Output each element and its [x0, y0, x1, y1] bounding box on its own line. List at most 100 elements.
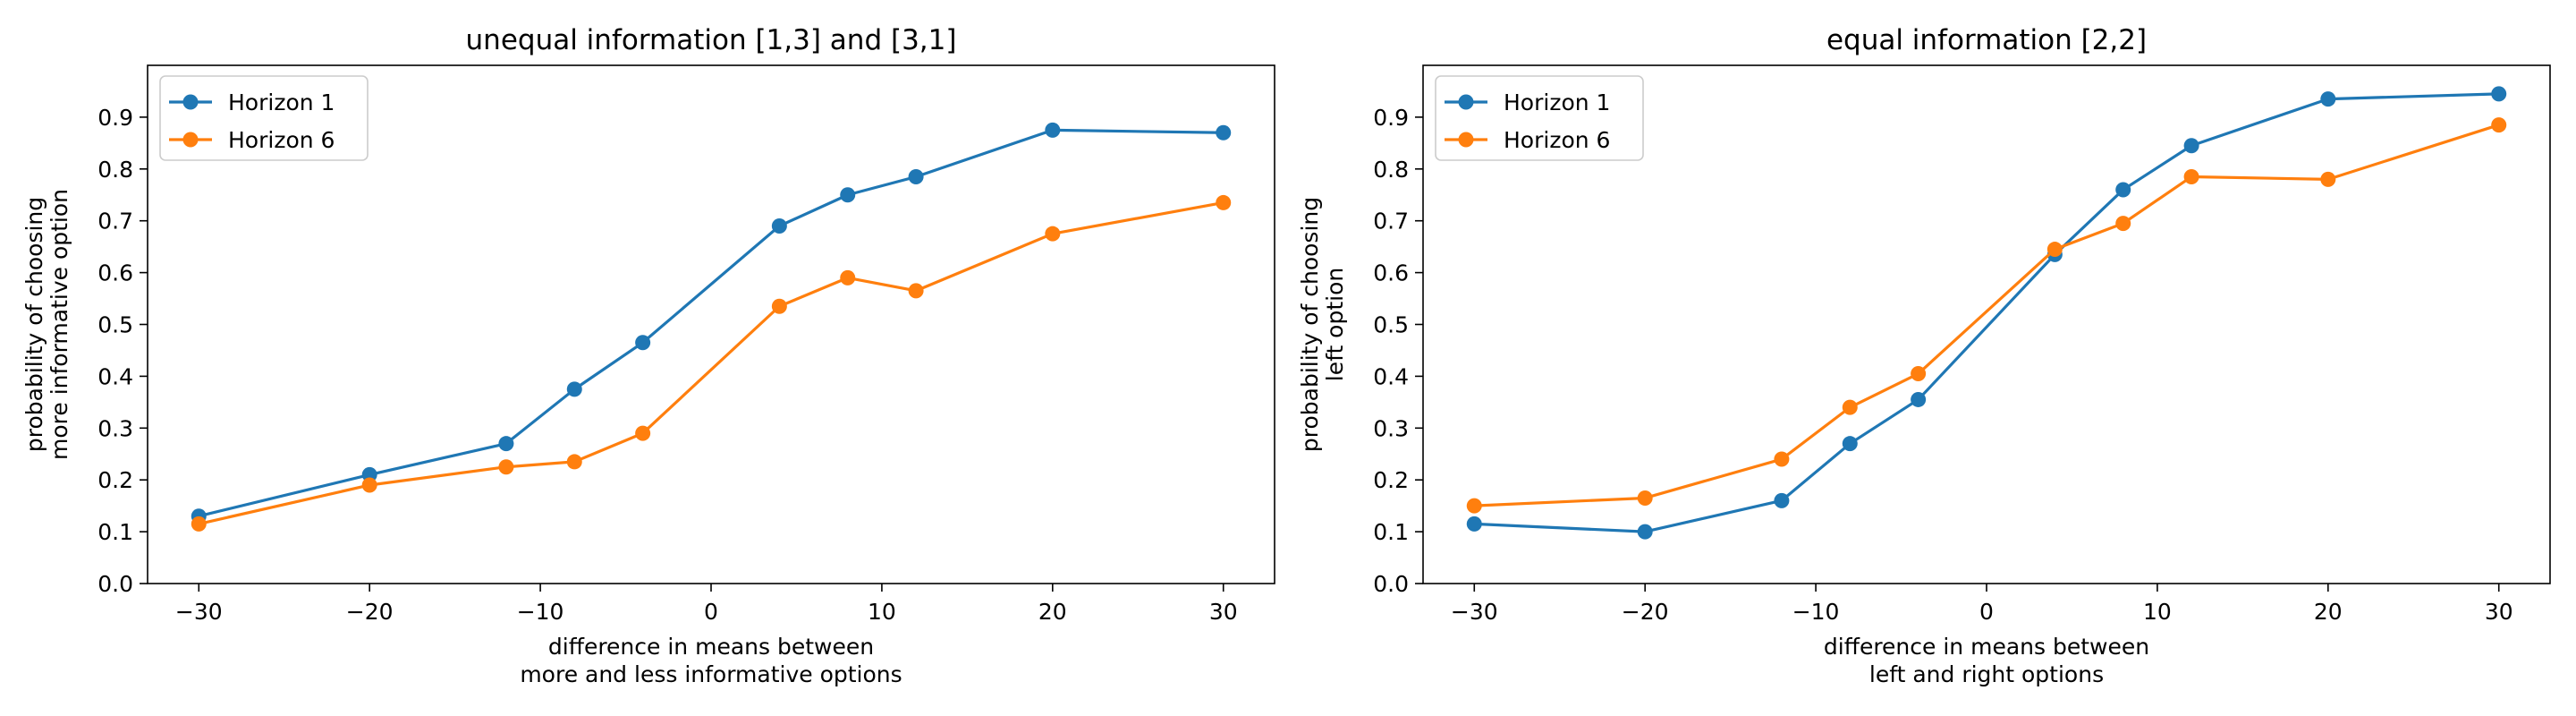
y-tick-label: 0.2 — [1373, 467, 1409, 493]
data-point — [2320, 171, 2336, 187]
series-line — [1474, 92, 2499, 533]
data-point — [771, 217, 787, 234]
y-tick-label: 0.6 — [1373, 260, 1409, 286]
data-point — [361, 477, 377, 493]
legend-label: Horizon 6 — [1504, 127, 1610, 153]
y-tick-label: 0.0 — [1373, 571, 1409, 597]
y-axis-label: left option — [1322, 268, 1348, 382]
chart-title: unequal information [1,3] and [3,1] — [466, 24, 957, 56]
data-point — [2183, 138, 2199, 154]
legend: Horizon 1 Horizon 6 — [1435, 75, 1644, 161]
y-tick-label: 0.1 — [1373, 519, 1409, 545]
data-point — [1045, 122, 1061, 138]
y-axis-label: probability of choosing — [21, 197, 47, 452]
data-point — [1842, 399, 1858, 415]
x-axis-label: more and less informative options — [520, 661, 902, 687]
x-axis-label: difference in means between — [548, 634, 874, 660]
data-point — [635, 335, 651, 351]
data-point — [2183, 168, 2199, 184]
series-line — [198, 128, 1224, 518]
series-horizon-1 — [191, 122, 1232, 524]
x-tick-label: −10 — [1792, 599, 1840, 625]
y-tick-label: 0.7 — [1373, 209, 1409, 234]
y-tick-label: 0.9 — [97, 105, 133, 131]
data-point — [191, 516, 207, 532]
x-tick-label: 20 — [1038, 599, 1067, 625]
y-tick-label: 0.4 — [97, 363, 133, 389]
data-point — [498, 436, 514, 452]
x-tick-label: 10 — [868, 599, 896, 625]
series-horizon-1 — [1466, 86, 2507, 540]
data-point — [2491, 117, 2507, 133]
x-tick-label: −10 — [517, 599, 564, 625]
data-point — [771, 298, 787, 314]
y-tick-label: 0.8 — [1373, 157, 1409, 183]
data-point — [1911, 391, 1927, 407]
x-tick-label: 0 — [704, 599, 718, 625]
y-tick-label: 0.0 — [97, 571, 133, 597]
x-tick-label: −20 — [1622, 599, 1669, 625]
x-tick-label: 20 — [2314, 599, 2343, 625]
y-tick-label: 0.3 — [1373, 415, 1409, 441]
x-axis-label: left and right options — [1869, 661, 2104, 687]
data-point — [1466, 498, 1482, 514]
x-axis-label: difference in means between — [1824, 634, 2149, 660]
x-tick-label: 0 — [1979, 599, 1994, 625]
x-tick-label: −30 — [1451, 599, 1498, 625]
data-point — [1774, 492, 1790, 508]
data-point — [1911, 366, 1927, 382]
y-tick-label: 0.1 — [97, 519, 133, 545]
data-point — [2115, 216, 2131, 232]
data-point — [1637, 524, 1653, 540]
x-tick-label: −30 — [175, 599, 223, 625]
y-tick-label: 0.6 — [97, 260, 133, 286]
y-tick-label: 0.8 — [97, 157, 133, 183]
y-tick-label: 0.5 — [1373, 312, 1409, 338]
data-point — [2046, 242, 2063, 258]
series-line — [198, 200, 1224, 525]
x-tick-label: 30 — [1209, 599, 1238, 625]
data-point — [566, 454, 582, 470]
data-point — [635, 425, 651, 441]
y-tick-label: 0.7 — [97, 209, 133, 234]
legend-marker — [1458, 132, 1474, 148]
data-point — [2491, 86, 2507, 102]
x-tick-label: 30 — [2485, 599, 2513, 625]
data-point — [908, 283, 924, 299]
legend-marker — [182, 132, 199, 148]
data-point — [1216, 124, 1232, 141]
data-point — [2115, 182, 2131, 198]
chart-panel-1: unequal information [1,3] and [3,1] −30 −2… — [21, 24, 1275, 687]
data-point — [1637, 490, 1653, 506]
data-point — [908, 168, 924, 184]
legend-item: Horizon 6 — [169, 127, 335, 153]
legend-marker — [1458, 94, 1474, 110]
legend-item: Horizon 6 — [1445, 127, 1610, 153]
chart-title: equal information [2,2] — [1826, 24, 2147, 56]
y-tick-label: 0.2 — [97, 467, 133, 493]
y-tick-label: 0.4 — [1373, 363, 1409, 389]
y-tick-label: 0.9 — [1373, 105, 1409, 131]
data-point — [498, 459, 514, 475]
chart-panel-2: equal information [2,2] −30 −20 −10 0 10 20 30 0… — [1297, 24, 2551, 687]
y-tick-label: 0.5 — [97, 312, 133, 338]
data-point — [566, 381, 582, 397]
legend-marker — [182, 94, 199, 110]
data-point — [840, 269, 856, 286]
x-tick-label: −20 — [346, 599, 394, 625]
legend-label: Horizon 1 — [1504, 90, 1610, 115]
data-point — [1842, 436, 1858, 452]
series-line — [1474, 124, 2500, 507]
series-horizon-6 — [1466, 117, 2507, 514]
legend-item: Horizon 1 — [169, 90, 335, 115]
x-tick-label: 10 — [2143, 599, 2172, 625]
y-tick-label: 0.3 — [97, 415, 133, 441]
series-horizon-6 — [191, 194, 1232, 532]
legend-label: Horizon 6 — [228, 127, 335, 153]
data-point — [2320, 91, 2336, 107]
y-axis-label: probability of choosing — [1297, 197, 1323, 452]
data-point — [1466, 516, 1482, 532]
legend: Horizon 1 Horizon 6 — [159, 75, 369, 161]
data-point — [840, 187, 856, 203]
